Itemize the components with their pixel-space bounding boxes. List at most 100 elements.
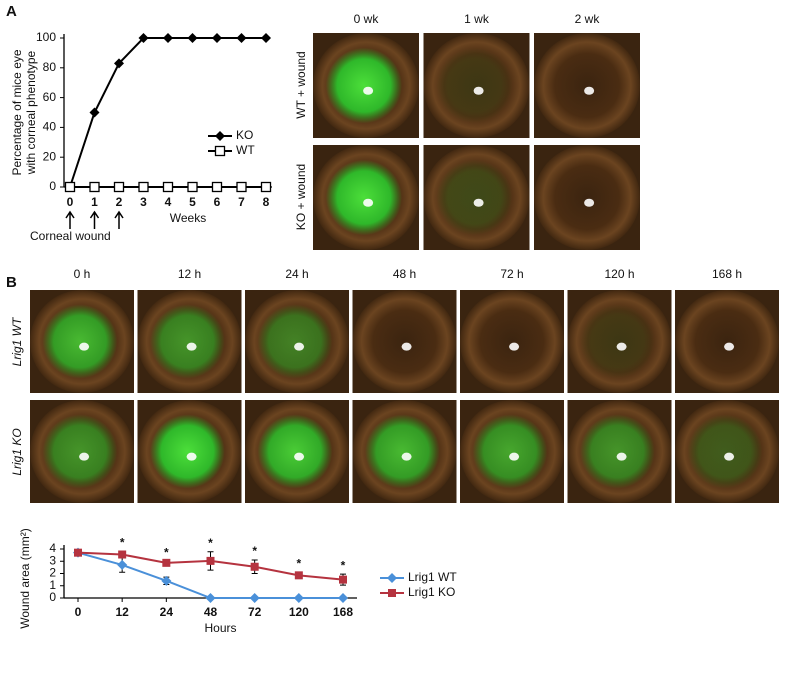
reflection	[79, 342, 90, 351]
eye	[460, 290, 564, 393]
y-tick-label: 100	[36, 30, 56, 44]
marker	[212, 33, 222, 43]
marker	[89, 181, 100, 193]
marker	[138, 33, 149, 43]
reflection	[294, 452, 305, 461]
x-tick-label: 3	[140, 195, 147, 209]
photo-column-label: 168 h	[712, 267, 742, 281]
y-tick-label: 2	[49, 566, 56, 580]
marker	[294, 571, 303, 580]
reflection	[363, 86, 374, 95]
y-axis-label: Wound area (mm²)	[18, 528, 32, 628]
marker	[187, 33, 198, 43]
marker	[64, 181, 76, 193]
y-tick-label: 20	[43, 149, 57, 163]
marker	[206, 556, 215, 565]
reflection	[473, 86, 484, 95]
significance-label: *	[120, 536, 125, 550]
marker	[114, 58, 124, 69]
x-tick-label: 2	[116, 195, 123, 209]
x-tick-label: 0	[75, 605, 82, 619]
x-tick-label: 24	[160, 605, 174, 619]
stain	[325, 159, 403, 236]
marker	[236, 33, 247, 43]
arrow	[65, 210, 75, 229]
x-tick-label: 5	[189, 195, 196, 209]
y-tick-label: 4	[49, 541, 56, 555]
reflection	[363, 198, 374, 207]
annotation: Corneal wound	[30, 229, 111, 243]
marker	[187, 181, 198, 193]
x-tick-label: 120	[289, 605, 309, 619]
stain	[257, 304, 333, 379]
reflection	[186, 452, 197, 461]
series	[65, 33, 271, 192]
reflection	[401, 452, 412, 461]
marker	[387, 573, 397, 583]
stain	[325, 47, 403, 124]
y-axis-label: Percentage of mice eye	[10, 49, 24, 175]
y-tick-label: 1	[49, 578, 56, 592]
marker	[261, 33, 271, 43]
photo-column-label: 0 h	[74, 267, 91, 281]
legend-label: Lrig1 WT	[408, 570, 457, 584]
marker	[138, 181, 149, 193]
x-axis-label: Weeks	[170, 211, 206, 225]
y-tick-label: 0	[49, 179, 56, 193]
legend-label: Lrig1 KO	[408, 585, 455, 599]
photo-column-label: 120 h	[604, 267, 634, 281]
marker	[161, 575, 172, 586]
significance-label: *	[296, 556, 301, 570]
photo-row-label: KO + wound	[294, 164, 308, 230]
photo-column-label: 72 h	[500, 267, 523, 281]
stain	[579, 414, 655, 489]
photo-row-label: Lrig1 KO	[10, 428, 24, 475]
marker	[338, 593, 348, 603]
eye	[352, 290, 457, 393]
reflection	[584, 86, 595, 95]
y-tick-label: 80	[43, 60, 57, 74]
marker	[250, 562, 259, 571]
reflection	[79, 452, 90, 461]
significance-label: *	[164, 546, 169, 560]
panel-label: B	[6, 274, 17, 291]
x-axis-label: Hours	[204, 621, 236, 635]
eye	[675, 290, 779, 393]
y-tick-label: 3	[49, 553, 56, 567]
marker	[236, 181, 247, 193]
legend-label: WT	[236, 143, 255, 157]
marker	[162, 181, 174, 193]
reflection	[724, 452, 735, 461]
y-tick-label: 0	[49, 590, 56, 604]
stain	[687, 414, 763, 489]
reflection	[509, 342, 520, 351]
reflection	[724, 342, 735, 351]
marker	[205, 593, 216, 603]
y-axis-label: with corneal phenotype	[24, 50, 38, 175]
stain	[472, 414, 548, 489]
marker	[214, 145, 226, 157]
stain	[364, 414, 440, 489]
photo-column-label: 0 wk	[354, 12, 380, 26]
series	[64, 181, 272, 193]
stain	[149, 304, 225, 379]
marker	[117, 559, 128, 570]
stain	[436, 47, 513, 124]
marker	[74, 548, 82, 557]
x-tick-label: 12	[115, 605, 129, 619]
arrow	[114, 210, 124, 229]
photo-column-label: 12 h	[178, 267, 201, 281]
x-tick-label: 7	[238, 195, 245, 209]
marker	[89, 107, 100, 118]
marker	[215, 131, 225, 141]
x-tick-label: 4	[165, 195, 172, 209]
x-tick-label: 8	[263, 195, 270, 209]
stain	[436, 159, 513, 236]
legend-label: KO	[236, 128, 253, 142]
marker	[388, 589, 396, 597]
marker	[113, 181, 125, 193]
stain	[42, 414, 118, 489]
x-tick-label: 0	[67, 195, 74, 209]
reflection	[616, 342, 627, 351]
reflection	[186, 342, 197, 351]
